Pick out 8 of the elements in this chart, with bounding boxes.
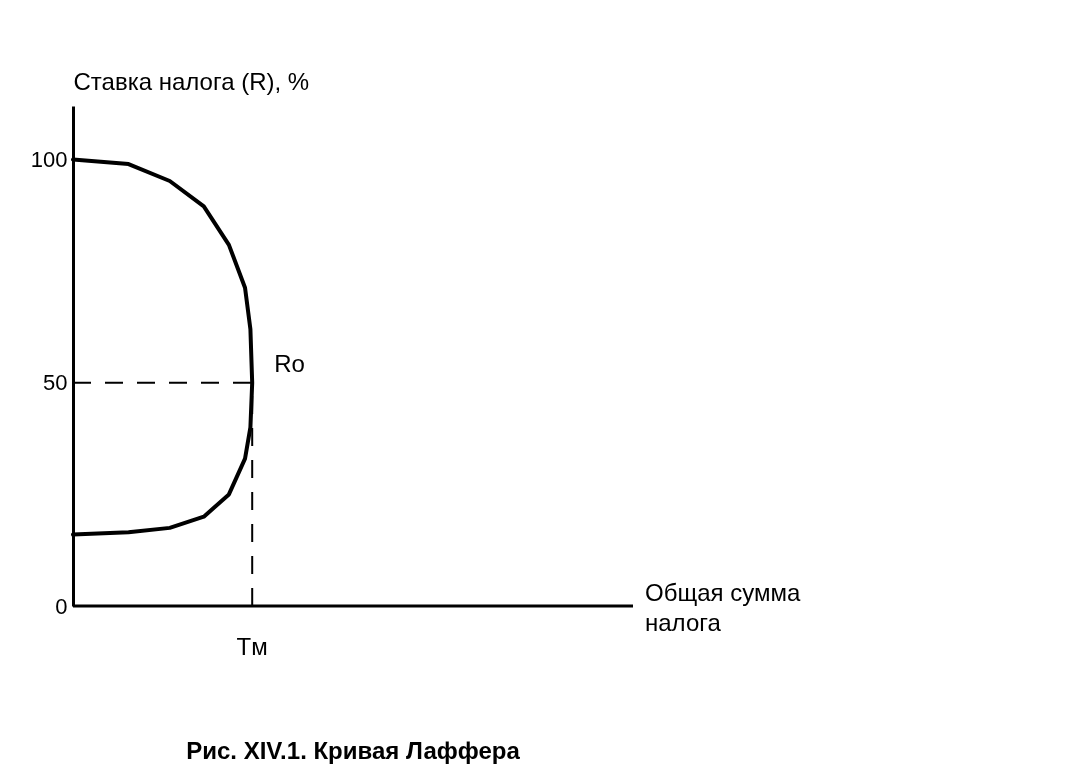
y-axis-title: Ставка налога (R), %: [73, 67, 310, 95]
y-tick-label: 0: [55, 593, 68, 619]
annotation: Tм: [236, 633, 268, 660]
annotation: Ro: [274, 349, 305, 377]
text: Общая сумма налога: [645, 579, 801, 636]
text: Рис. XIV.1. Кривая Лаффера: [186, 737, 521, 764]
y-tick-label: 50: [43, 370, 68, 396]
y-tick-label: 100: [30, 147, 68, 173]
